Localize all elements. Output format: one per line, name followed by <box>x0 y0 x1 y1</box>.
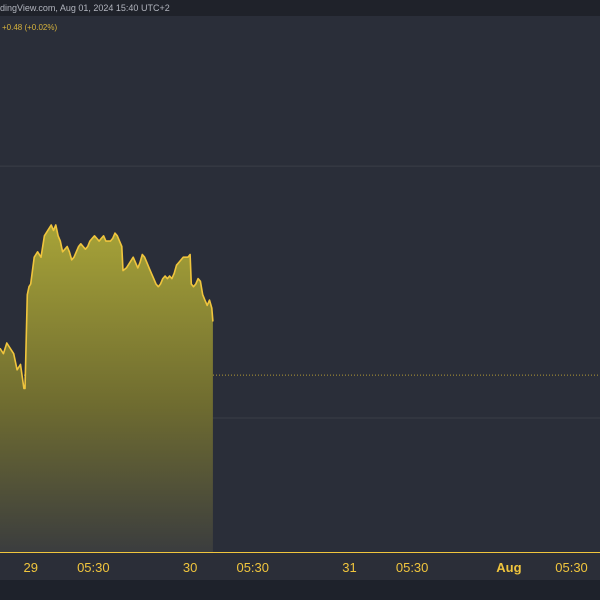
price-area <box>0 225 213 552</box>
chart-area: +0.48 (+0.02%) <box>0 16 600 552</box>
bottom-strip <box>0 580 600 600</box>
time-axis: 29 05:30 30 05:30 31 05:30 Aug 05:30 <box>0 552 600 581</box>
time-axis-labels: 29 05:30 30 05:30 31 05:30 Aug 05:30 <box>24 560 588 575</box>
x-tick-label-6: Aug <box>496 560 521 575</box>
source-timestamp: dingView.com, Aug 01, 2024 15:40 UTC+2 <box>0 3 170 13</box>
price-chart <box>0 165 600 552</box>
x-tick-label-2: 30 <box>183 560 197 575</box>
x-tick-label-3: 05:30 <box>236 560 269 575</box>
x-tick-label-5: 05:30 <box>396 560 429 575</box>
price-line <box>0 224 214 390</box>
x-tick-label-0: 29 <box>24 560 38 575</box>
top-bar: dingView.com, Aug 01, 2024 15:40 UTC+2 <box>0 0 600 16</box>
x-tick-label-1: 05:30 <box>77 560 110 575</box>
x-tick-label-4: 31 <box>342 560 356 575</box>
price-change: +0.48 (+0.02%) <box>2 23 58 32</box>
x-tick-label-7: 05:30 <box>555 560 588 575</box>
